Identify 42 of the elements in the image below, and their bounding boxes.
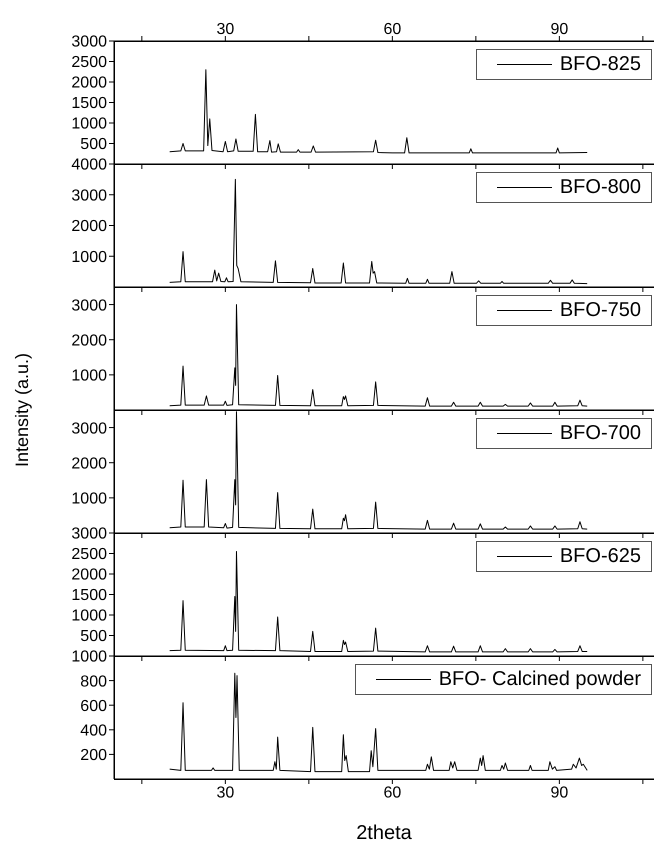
x-tick-label: 90 — [550, 784, 568, 802]
x-tick-label: 60 — [383, 784, 402, 802]
y-tick-label: 2000 — [71, 74, 108, 92]
legend-label: BFO-750 — [560, 299, 641, 322]
y-tick-label: 1500 — [71, 587, 108, 604]
y-tick-label: 3000 — [71, 526, 108, 543]
legend-label: BFO-625 — [560, 545, 641, 568]
legend-label: BFO-700 — [560, 422, 641, 445]
y-axis-title: Intensity (a.u.) — [12, 352, 32, 468]
y-tick-label: 800 — [80, 673, 108, 690]
y-tick-label: 200 — [80, 747, 108, 764]
y-tick-label: 3000 — [71, 34, 108, 51]
line-series — [169, 69, 588, 154]
y-tick-label: 1500 — [71, 95, 108, 112]
x2-tick-label: 60 — [383, 21, 402, 38]
y-tick-label: 3000 — [71, 297, 108, 314]
legend-label: BFO- Calcined powder — [438, 668, 641, 691]
y-tick-label: 2500 — [71, 54, 108, 72]
x2-tick-label: 30 — [216, 21, 234, 38]
y-tick-label: 1000 — [71, 368, 108, 385]
y-tick-label: 400 — [80, 722, 108, 740]
y-tick-label: 1000 — [71, 248, 108, 266]
legend-label: BFO-800 — [560, 176, 641, 199]
y-tick-label: 500 — [80, 628, 108, 646]
y-tick-label: 1000 — [71, 490, 108, 508]
y-tick-label: 2000 — [71, 332, 108, 350]
y-tick-label: 2000 — [71, 455, 108, 472]
y-tick-label: 3000 — [71, 187, 108, 204]
y-tick-label: 600 — [80, 698, 108, 715]
y-tick-label: 1000 — [71, 608, 108, 625]
y-tick-label: 4000 — [71, 156, 108, 174]
y-tick-label: 2000 — [71, 218, 108, 236]
x-axis-title: 2theta — [356, 822, 413, 844]
y-tick-label: 500 — [80, 136, 108, 154]
y-tick-label: 3000 — [71, 420, 108, 438]
x-tick-label: 30 — [216, 784, 234, 802]
y-tick-label: 1000 — [71, 116, 108, 133]
x2-tick-label: 90 — [550, 21, 568, 38]
y-tick-label: 2000 — [71, 566, 108, 584]
y-tick-label: 1000 — [71, 648, 108, 666]
legend-label: BFO-825 — [560, 53, 641, 76]
y-tick-label: 2500 — [71, 546, 108, 564]
